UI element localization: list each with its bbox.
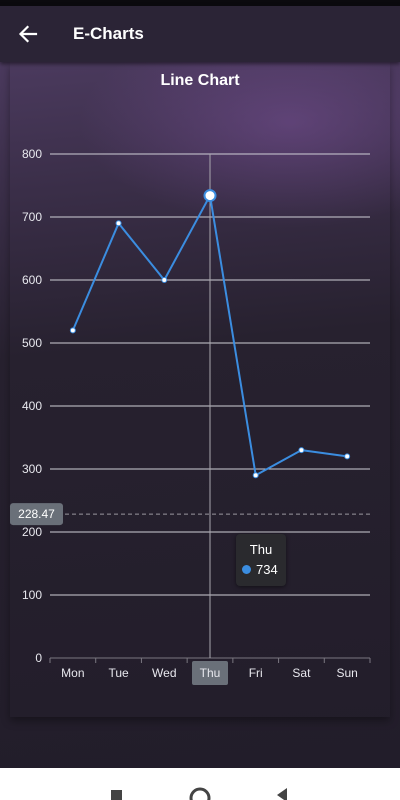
nav-back-button[interactable]	[258, 768, 306, 800]
x-tick-label: Thu	[200, 666, 221, 680]
line-chart[interactable]: 0 100 200 300 400 500 600 700 800 228.47 Mon Tue Wed…	[0, 62, 400, 768]
x-tick-label: Sat	[292, 666, 311, 680]
tooltip-series-dot	[242, 565, 251, 574]
x-tick-label: Wed	[152, 666, 176, 680]
data-point[interactable]	[344, 453, 351, 460]
data-point[interactable]	[298, 447, 305, 454]
data-point-active[interactable]	[203, 189, 217, 203]
tooltip-value: 734	[256, 562, 278, 577]
square-icon	[111, 790, 122, 800]
y-tick-label: 100	[22, 588, 42, 602]
back-button[interactable]	[0, 6, 56, 62]
status-bar	[0, 0, 400, 6]
x-axis-highlight	[192, 661, 228, 685]
x-tick-label: Mon	[61, 666, 84, 680]
main-content: Line Chart 0 100 200 300 400 500 600 700 800 228.…	[0, 62, 400, 768]
circle-icon	[189, 787, 211, 800]
home-button[interactable]	[176, 768, 224, 800]
chart-tooltip: Thu 734	[236, 534, 286, 586]
y-tick-label: 700	[22, 210, 42, 224]
app-title: E-Charts	[73, 24, 144, 43]
recents-button[interactable]	[93, 768, 141, 800]
y-tick-label: 400	[22, 399, 42, 413]
y-tick-label: 600	[22, 273, 42, 287]
app-bar: E-Charts	[0, 6, 400, 62]
y-tick-label: 800	[22, 147, 42, 161]
y-tick-label: 500	[22, 336, 42, 350]
data-point[interactable]	[252, 472, 259, 479]
data-point[interactable]	[161, 277, 168, 283]
crosshair-y-label-box	[10, 503, 63, 526]
chart-title: Line Chart	[160, 72, 240, 89]
crosshair-y-label: 228.47	[18, 507, 55, 521]
y-tick-label: 200	[22, 525, 42, 539]
x-tick-label: Tue	[108, 666, 129, 680]
data-point[interactable]	[115, 220, 122, 227]
y-tick-label: 300	[22, 462, 42, 476]
x-tick-label: Fri	[249, 666, 263, 680]
x-tick-label: Sun	[336, 666, 357, 680]
triangle-left-icon	[277, 788, 287, 800]
arrow-left-icon	[18, 25, 38, 43]
tooltip-title: Thu	[249, 542, 273, 557]
data-point[interactable]	[69, 327, 76, 334]
y-tick-label: 0	[35, 651, 42, 665]
system-nav-bar	[0, 768, 400, 800]
